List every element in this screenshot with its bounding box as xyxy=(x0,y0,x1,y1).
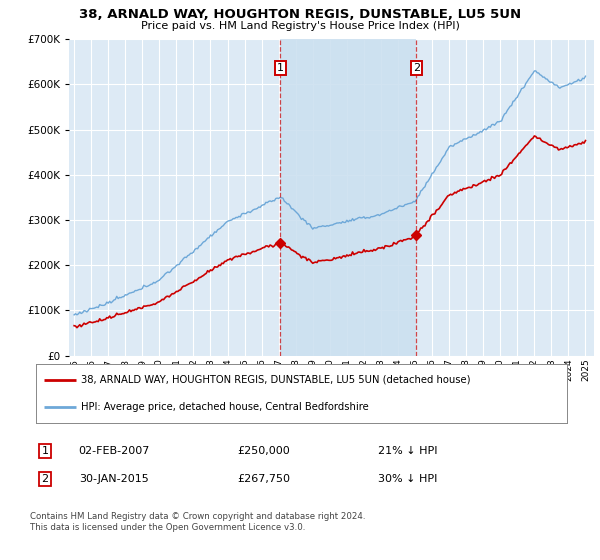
Text: 1: 1 xyxy=(41,446,49,456)
Text: Price paid vs. HM Land Registry's House Price Index (HPI): Price paid vs. HM Land Registry's House … xyxy=(140,21,460,31)
Text: 21% ↓ HPI: 21% ↓ HPI xyxy=(378,446,438,456)
Text: 38, ARNALD WAY, HOUGHTON REGIS, DUNSTABLE, LU5 5UN: 38, ARNALD WAY, HOUGHTON REGIS, DUNSTABL… xyxy=(79,8,521,21)
Text: 30-JAN-2015: 30-JAN-2015 xyxy=(79,474,149,484)
Text: 02-FEB-2007: 02-FEB-2007 xyxy=(79,446,149,456)
Text: 1: 1 xyxy=(277,63,284,73)
Text: Contains HM Land Registry data © Crown copyright and database right 2024.
This d: Contains HM Land Registry data © Crown c… xyxy=(30,512,365,532)
Text: £250,000: £250,000 xyxy=(238,446,290,456)
Text: £267,750: £267,750 xyxy=(238,474,290,484)
Text: 38, ARNALD WAY, HOUGHTON REGIS, DUNSTABLE, LU5 5UN (detached house): 38, ARNALD WAY, HOUGHTON REGIS, DUNSTABL… xyxy=(81,375,470,385)
Text: 2: 2 xyxy=(41,474,49,484)
Bar xyxy=(280,39,416,356)
Text: HPI: Average price, detached house, Central Bedfordshire: HPI: Average price, detached house, Cent… xyxy=(81,402,369,412)
Text: 2: 2 xyxy=(413,63,420,73)
Text: 30% ↓ HPI: 30% ↓ HPI xyxy=(379,474,437,484)
